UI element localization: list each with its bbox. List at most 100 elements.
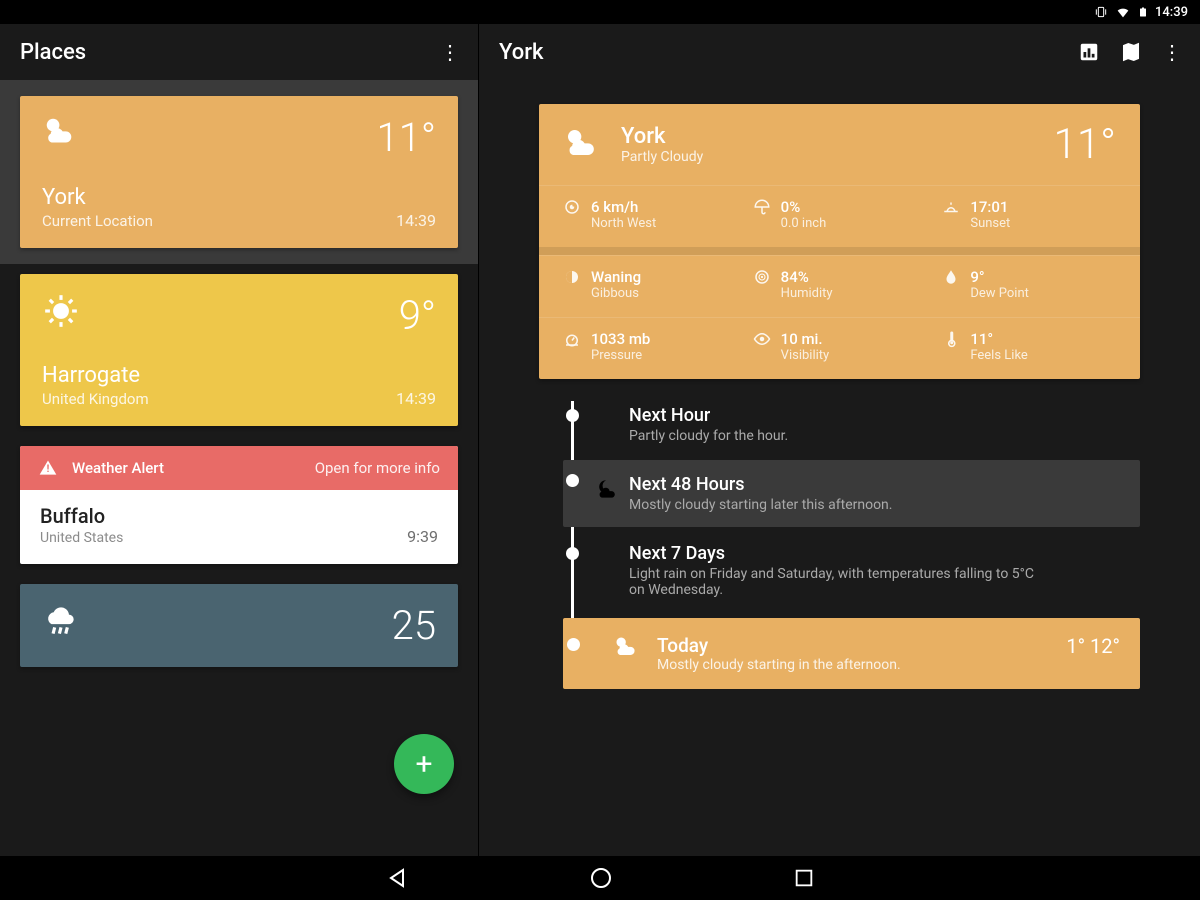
partly-cloudy-icon: [563, 125, 603, 165]
stat-humidity: 84%Humidity: [753, 268, 927, 301]
detail-temp: 11°: [1054, 120, 1116, 169]
place-card-harrogate[interactable]: 9° Harrogate United Kingdom 14:39: [0, 264, 478, 436]
add-place-fab[interactable]: +: [394, 734, 454, 794]
stat-dewpoint: 9°Dew Point: [942, 268, 1116, 301]
place-time: 14:39: [396, 211, 436, 230]
sun-icon: [42, 292, 80, 330]
place-temp: 9°: [399, 292, 436, 339]
android-nav-bar: [0, 856, 1200, 900]
stat-label: North West: [591, 216, 656, 231]
alert-icon: !: [38, 458, 58, 478]
eye-icon: [753, 330, 771, 348]
stat-pressure: 1033 mbPressure: [563, 330, 737, 363]
sunset-icon: [942, 198, 960, 216]
partly-cloudy-icon: [42, 114, 80, 152]
pressure-icon: [563, 330, 581, 348]
status-time: 14:39: [1155, 5, 1188, 20]
forecast-timeline: Next Hour Partly cloudy for the hour. Ne…: [563, 395, 1140, 608]
stat-label: Humidity: [781, 286, 833, 301]
detail-title: York: [499, 40, 543, 65]
place-card-buffalo[interactable]: ! Weather Alert Open for more info Buffa…: [0, 436, 478, 574]
place-name: Buffalo: [40, 504, 123, 528]
vibrate-icon: [1093, 4, 1109, 20]
battery-icon: [1137, 4, 1149, 20]
stat-label: Gibbous: [591, 286, 641, 301]
stat-label: Sunset: [970, 216, 1010, 231]
stat-wind: 6 km/hNorth West: [563, 198, 737, 231]
places-list: 11° York Current Location 14:39: [0, 80, 478, 856]
stat-label: Visibility: [781, 348, 830, 363]
detail-menu-button[interactable]: ⋮: [1162, 40, 1180, 64]
place-sublabel: Current Location: [42, 212, 153, 230]
stat-value: 6 km/h: [591, 198, 656, 216]
stat-label: Dew Point: [970, 286, 1029, 301]
places-menu-button[interactable]: ⋮: [440, 40, 458, 64]
today-temps: 1° 12°: [1066, 634, 1120, 658]
stat-label: Feels Like: [970, 348, 1027, 363]
timeline-next-7d[interactable]: Next 7 Days Light rain on Friday and Sat…: [563, 533, 1140, 608]
stat-value: 1033 mb: [591, 330, 650, 348]
timeline-desc: Mostly cloudy starting later this aftern…: [629, 497, 1049, 513]
today-desc: Mostly cloudy starting in the afternoon.: [657, 657, 1050, 673]
place-time: 14:39: [396, 389, 436, 408]
stat-moon: WaningGibbous: [563, 268, 737, 301]
stat-label: 0.0 inch: [781, 216, 827, 231]
night-cloud-icon: [591, 476, 617, 502]
drop-icon: [942, 268, 960, 286]
stat-label: Pressure: [591, 348, 650, 363]
detail-condition: Partly Cloudy: [621, 149, 1036, 165]
stat-visibility: 10 mi.Visibility: [753, 330, 927, 363]
wifi-icon: [1115, 4, 1131, 20]
timeline-next-48h[interactable]: Next 48 Hours Mostly cloudy starting lat…: [563, 460, 1140, 527]
nav-back-button[interactable]: [385, 866, 409, 890]
place-name: Harrogate: [42, 363, 149, 388]
map-button[interactable]: [1120, 41, 1142, 63]
current-weather-card: York Partly Cloudy 11° 6 km/hNorth West …: [539, 104, 1140, 379]
alert-link: Open for more info: [315, 459, 440, 477]
chart-button[interactable]: [1078, 41, 1100, 63]
nav-recent-button[interactable]: [793, 867, 815, 889]
place-card-partial[interactable]: 25: [0, 574, 478, 677]
today-title: Today: [657, 634, 1050, 657]
timeline-title: Next 7 Days: [629, 543, 1140, 564]
timeline-desc: Partly cloudy for the hour.: [629, 428, 1049, 444]
place-time: 9:39: [407, 527, 438, 546]
stat-precip: 0%0.0 inch: [753, 198, 927, 231]
svg-text:!: !: [47, 464, 50, 475]
place-sublabel: United Kingdom: [42, 390, 149, 408]
stat-sunset: 17:01Sunset: [942, 198, 1116, 231]
stat-value: 17:01: [970, 198, 1010, 216]
places-panel: Places ⋮ 11° York Current Location 14:39: [0, 24, 478, 856]
thermo-icon: [942, 330, 960, 348]
timeline-title: Next Hour: [629, 405, 1140, 426]
detail-panel: York ⋮ York Partly Cloudy 11° 6 km/hNo: [478, 24, 1200, 856]
place-card-york[interactable]: 11° York Current Location 14:39: [0, 80, 478, 264]
timeline-title: Next 48 Hours: [629, 474, 1124, 495]
stat-value: 10 mi.: [781, 330, 830, 348]
place-temp: 11°: [377, 114, 437, 161]
today-card[interactable]: Today Mostly cloudy starting in the afte…: [563, 618, 1140, 689]
moon-icon: [563, 268, 581, 286]
nav-home-button[interactable]: [589, 866, 613, 890]
status-bar: 14:39: [0, 0, 1200, 24]
places-title: Places: [20, 40, 86, 65]
place-sublabel: United States: [40, 530, 123, 546]
humidity-icon: [753, 268, 771, 286]
stat-value: 9°: [970, 268, 1029, 286]
umbrella-icon: [753, 198, 771, 216]
stat-value: Waning: [591, 268, 641, 286]
stat-value: 0%: [781, 198, 827, 216]
place-temp: 25: [392, 602, 436, 649]
rain-icon: [42, 602, 80, 640]
timeline-next-hour[interactable]: Next Hour Partly cloudy for the hour.: [563, 395, 1140, 454]
stat-feelslike: 11°Feels Like: [942, 330, 1116, 363]
stat-value: 11°: [970, 330, 1027, 348]
place-name: York: [42, 185, 153, 210]
wind-icon: [563, 198, 581, 216]
partly-cloudy-icon: [583, 634, 641, 662]
alert-label: Weather Alert: [72, 459, 164, 477]
weather-alert-bar[interactable]: ! Weather Alert Open for more info: [20, 446, 458, 490]
stat-value: 84%: [781, 268, 833, 286]
timeline-desc: Light rain on Friday and Saturday, with …: [629, 566, 1049, 598]
detail-city: York: [621, 124, 1036, 149]
